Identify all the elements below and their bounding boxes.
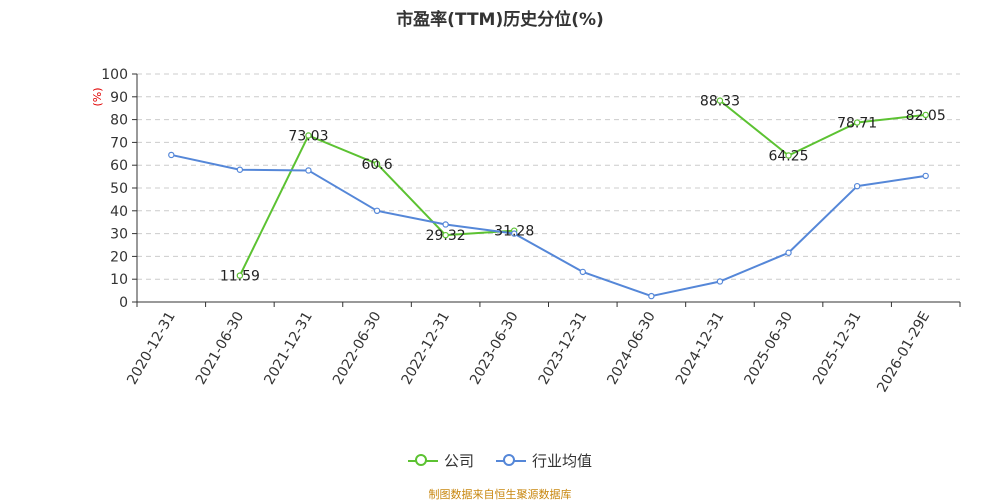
data-point-industry <box>648 292 655 300</box>
y-tick-label: 20 <box>110 249 128 265</box>
y-tick-label: 70 <box>110 135 128 151</box>
data-point-industry <box>305 167 312 174</box>
legend-label-industry: 行业均值 <box>532 452 593 470</box>
data-point-industry <box>373 207 381 214</box>
legend-swatch-industry <box>496 453 526 468</box>
x-tick-label: 2021-06-30 <box>193 309 248 387</box>
y-tick-label: 0 <box>119 295 128 311</box>
data-label: 73.03 <box>288 128 328 144</box>
data-label: 82.05 <box>906 108 946 124</box>
data-point-industry <box>922 172 929 180</box>
data-label: 31.28 <box>494 224 534 240</box>
data-label: 78.71 <box>837 116 877 132</box>
x-tick-label: 2023-12-31 <box>536 309 591 387</box>
y-tick-label: 60 <box>110 158 128 174</box>
data-point-industry <box>236 166 244 173</box>
x-tick-label: 2025-06-30 <box>741 309 796 387</box>
data-label: 11.59 <box>220 269 260 285</box>
data-point-industry <box>853 182 861 190</box>
data-point-industry <box>785 249 792 256</box>
data-label: 88.33 <box>700 94 740 110</box>
legend-item-company[interactable]: 公司 <box>407 450 474 471</box>
data-point-company <box>373 160 381 168</box>
data-point-company <box>785 152 792 159</box>
x-tick-label: 2022-06-30 <box>330 309 385 387</box>
data-point-company <box>442 231 449 239</box>
x-tick-label: 2020-12-31 <box>124 309 179 387</box>
x-tick-label: 2023-06-30 <box>467 309 522 387</box>
series-line-industry-0 <box>171 153 926 298</box>
data-point-company <box>236 272 244 279</box>
data-point-company <box>922 111 929 119</box>
data-source-note: 制图数据来自恒生聚源数据库 <box>428 488 572 501</box>
series-layer <box>168 97 929 300</box>
x-tick-label: 2022-12-31 <box>399 309 454 387</box>
series-line-company-1 <box>719 99 926 157</box>
data-point-industry <box>442 221 449 228</box>
data-point-company <box>853 119 861 126</box>
y-tick-label: 50 <box>110 181 128 197</box>
data-label: 60.6 <box>361 157 392 173</box>
y-tick-label: 30 <box>110 227 128 243</box>
data-point-company <box>305 132 312 139</box>
y-axis-title: (%) <box>91 87 104 106</box>
x-tick-label: 2025-12-31 <box>810 309 865 387</box>
data-point-industry <box>168 151 175 159</box>
data-point-industry <box>716 278 724 285</box>
x-tick-label: 2024-06-30 <box>604 309 659 387</box>
data-point-industry <box>511 230 518 237</box>
legend: 公司 行业均值 <box>0 450 1000 471</box>
x-tick-label: 2021-12-31 <box>261 309 316 387</box>
y-tick-label: 40 <box>110 204 128 220</box>
legend-item-industry[interactable]: 行业均值 <box>496 450 592 471</box>
legend-label-company: 公司 <box>443 452 474 470</box>
x-tick-label: 2026-01-29E <box>874 309 933 395</box>
y-tick-label: 80 <box>110 113 128 129</box>
x-tick-label: 2024-12-31 <box>673 309 728 387</box>
data-label-layer: 11.59 73.03 60.6 29.32 31.28 88.33 64.25 78.71 8… <box>220 94 946 285</box>
y-tick-label: 10 <box>110 272 128 288</box>
y-tick-label: 100 <box>101 67 128 83</box>
line-chart: 0 10 20 30 40 50 60 70 80 90 100 (%) 2020-12-31 2021-… <box>91 67 961 395</box>
data-label: 29.32 <box>426 228 466 244</box>
grid-layer <box>137 73 960 280</box>
legend-swatch-company <box>407 453 438 468</box>
data-point-industry <box>579 268 586 276</box>
chart-title: 市盈率(TTM)历史分位(%) <box>396 10 604 30</box>
data-point-company <box>716 97 724 104</box>
data-label: 64.25 <box>768 149 808 165</box>
y-tick-label: 90 <box>110 90 128 106</box>
